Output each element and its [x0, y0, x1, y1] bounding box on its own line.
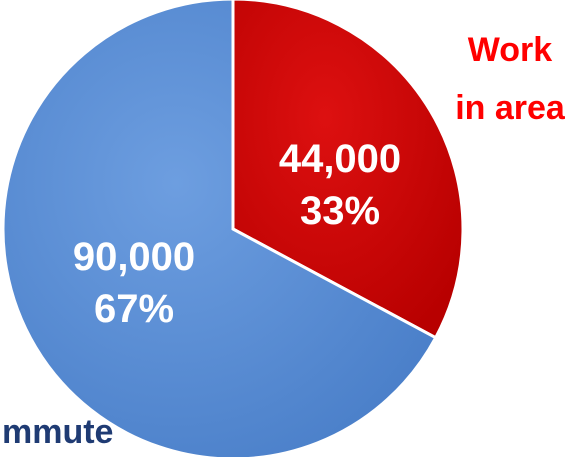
callout-commute: mmute [2, 413, 113, 451]
slice-value-work-in-area: 44,000 [279, 137, 401, 181]
slice-value-commute: 90,000 [73, 235, 195, 279]
slice-percent-commute: 67% [94, 287, 174, 331]
callout-work-line1: Work [468, 31, 552, 69]
pie-slice-commute [1, 0, 438, 457]
callout-work-line2: in area [455, 89, 566, 127]
slice-percent-work-in-area: 33% [300, 189, 380, 233]
pie-slices [1, 0, 465, 457]
pie-slice-work-in-area [231, 0, 465, 340]
